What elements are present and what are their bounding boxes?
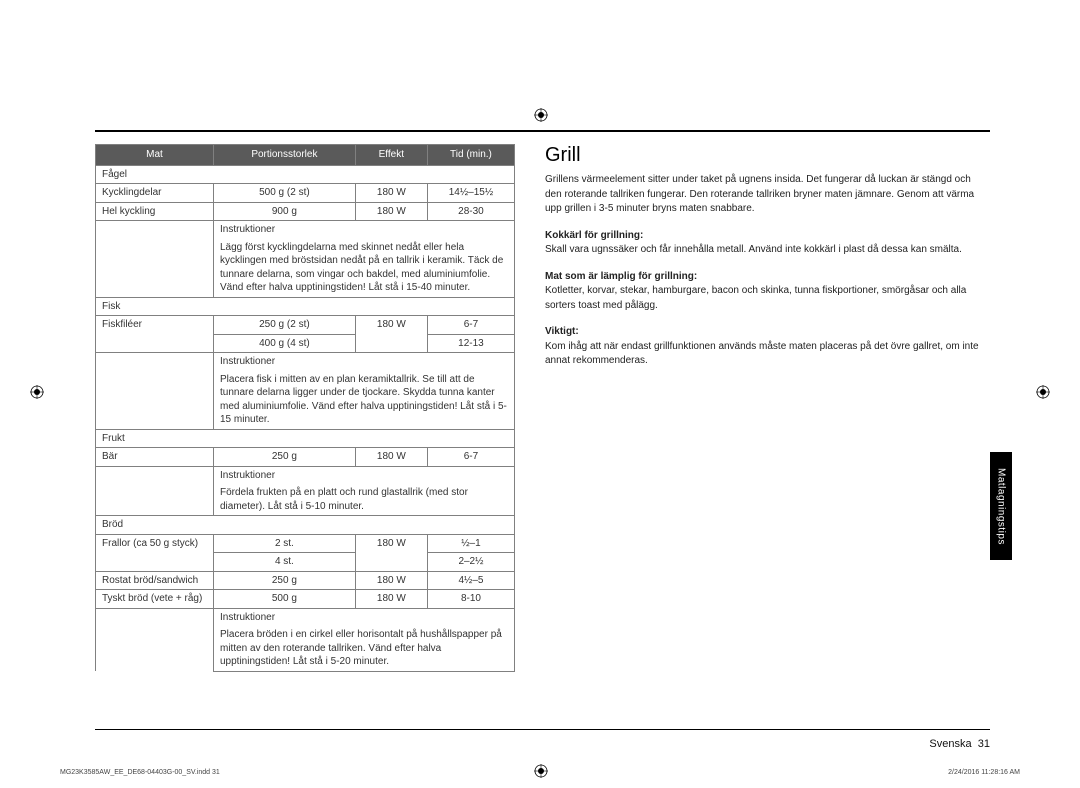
table-header: Effekt	[355, 145, 427, 166]
instr-spacer	[96, 608, 214, 671]
food-name: Frallor (ca 50 g styck)	[96, 534, 214, 571]
lang-label: Svenska	[929, 738, 971, 750]
instr-spacer	[96, 466, 214, 516]
grill-title: Grill	[545, 144, 990, 167]
table-section: Bröd	[96, 516, 515, 535]
matlamplig-heading: Mat som är lämplig för grillning:	[545, 271, 697, 282]
crop-mark-top	[534, 108, 548, 122]
table-section: Frukt	[96, 429, 515, 448]
time-cell: 2–2½	[427, 553, 514, 572]
table-header: Mat	[96, 145, 214, 166]
time-cell: 6-7	[427, 448, 514, 467]
food-name: Kycklingdelar	[96, 184, 214, 203]
portion-cell: 500 g	[214, 590, 356, 609]
instr-label: Instruktioner	[214, 353, 515, 371]
left-column: MatPortionsstorlekEffektTid (min.) Fågel…	[95, 144, 515, 672]
food-name: Hel kyckling	[96, 202, 214, 221]
side-tab-label: Matlagningstips	[996, 468, 1007, 545]
side-tab: Matlagningstips	[990, 452, 1012, 560]
page-indicator: Svenska 31	[929, 738, 990, 750]
grill-intro: Grillens värmeelement sitter under taket…	[545, 173, 990, 217]
time-cell: 4½–5	[427, 571, 514, 590]
food-name: Fiskfiléer	[96, 316, 214, 353]
power-cell: 180 W	[355, 590, 427, 609]
power-cell: 180 W	[355, 184, 427, 203]
bottom-rule	[95, 729, 990, 730]
instr-text: Placera fisk i mitten av en plan keramik…	[214, 371, 515, 430]
time-cell: 6-7	[427, 316, 514, 335]
portion-cell: 400 g (4 st)	[214, 334, 356, 353]
power-cell: 180 W	[355, 571, 427, 590]
matlamplig-text: Kotletter, korvar, stekar, hamburgare, b…	[545, 285, 966, 311]
footer-meta: MG23K3585AW_EE_DE68-04403G-00_SV.indd 31…	[60, 769, 1020, 776]
instr-label: Instruktioner	[214, 221, 515, 239]
instr-text: Fördela frukten på en platt och rund gla…	[214, 484, 515, 516]
footer-file: MG23K3585AW_EE_DE68-04403G-00_SV.indd 31	[60, 769, 220, 776]
power-cell: 180 W	[355, 448, 427, 467]
instr-spacer	[96, 353, 214, 430]
portion-cell: 900 g	[214, 202, 356, 221]
page-body: MatPortionsstorlekEffektTid (min.) Fågel…	[95, 130, 990, 758]
instr-text: Lägg först kycklingdelarna med skinnet n…	[214, 239, 515, 298]
time-cell: 12-13	[427, 334, 514, 353]
power-cell: 180 W	[355, 316, 427, 353]
portion-cell: 500 g (2 st)	[214, 184, 356, 203]
viktigt-heading: Viktigt:	[545, 326, 579, 337]
instr-label: Instruktioner	[214, 608, 515, 626]
kokkarl-text: Skall vara ugnssäker och får innehålla m…	[545, 244, 962, 255]
table-section: Fågel	[96, 165, 515, 184]
table-header: Portionsstorlek	[214, 145, 356, 166]
food-name: Rostat bröd/sandwich	[96, 571, 214, 590]
time-cell: 28-30	[427, 202, 514, 221]
portion-cell: 4 st.	[214, 553, 356, 572]
kokkarl-heading: Kokkärl för grillning:	[545, 230, 643, 241]
crop-mark-right	[1036, 385, 1050, 399]
portion-cell: 2 st.	[214, 534, 356, 553]
cooking-table: MatPortionsstorlekEffektTid (min.) Fågel…	[95, 144, 515, 672]
instr-text: Placera bröden i en cirkel eller horison…	[214, 626, 515, 671]
footer-time: 2/24/2016 11:28:16 AM	[948, 769, 1020, 776]
portion-cell: 250 g	[214, 448, 356, 467]
page-number: 31	[978, 738, 990, 750]
portion-cell: 250 g	[214, 571, 356, 590]
portion-cell: 250 g (2 st)	[214, 316, 356, 335]
power-cell: 180 W	[355, 534, 427, 571]
time-cell: 8-10	[427, 590, 514, 609]
food-name: Bär	[96, 448, 214, 467]
table-section: Fisk	[96, 297, 515, 316]
time-cell: ½–1	[427, 534, 514, 553]
top-rule	[95, 130, 990, 132]
food-name: Tyskt bröd (vete + råg)	[96, 590, 214, 609]
instr-spacer	[96, 221, 214, 298]
right-column: Grill Grillens värmeelement sitter under…	[545, 144, 990, 672]
time-cell: 14½–15½	[427, 184, 514, 203]
power-cell: 180 W	[355, 202, 427, 221]
table-header: Tid (min.)	[427, 145, 514, 166]
crop-mark-left	[30, 385, 44, 399]
viktigt-text: Kom ihåg att när endast grillfunktionen …	[545, 341, 979, 367]
instr-label: Instruktioner	[214, 466, 515, 484]
